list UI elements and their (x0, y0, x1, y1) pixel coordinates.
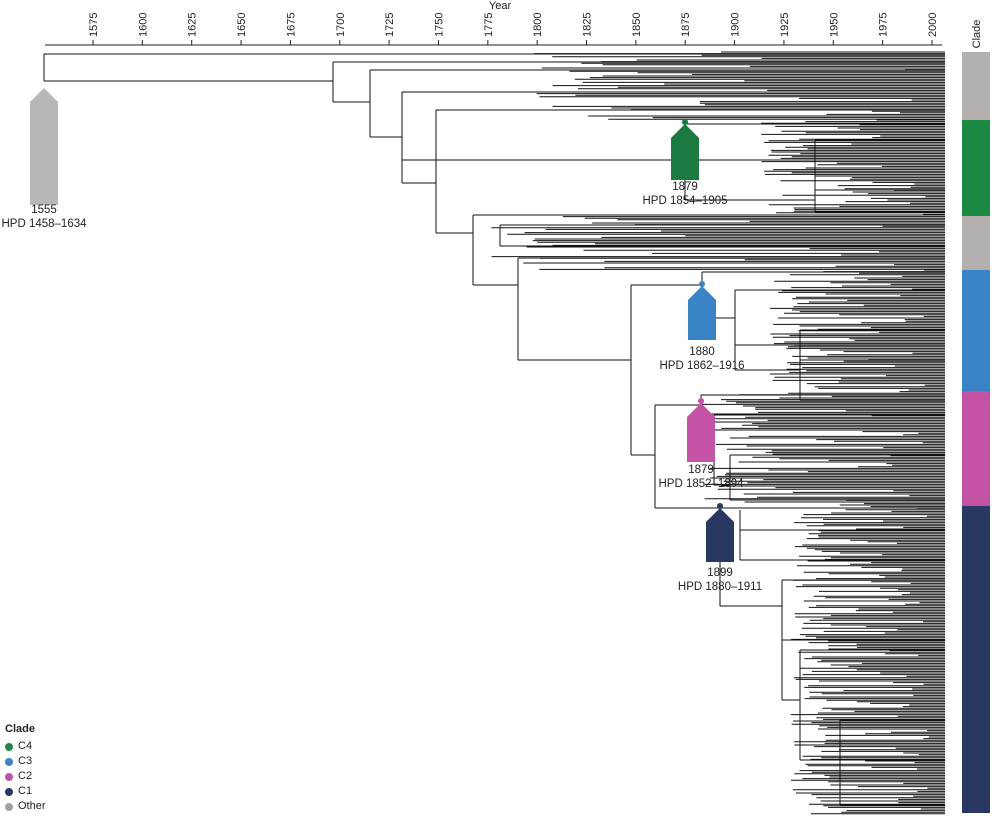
c4-hpd-label: HPD 1854–1905 (642, 195, 727, 207)
axis-tick-label: 1875 (680, 13, 692, 37)
root-branch (43, 53, 945, 102)
axis-tick-label: 2000 (927, 13, 939, 37)
legend-item-c2: C2 (5, 769, 46, 784)
c4-year-label: 1879 (672, 181, 698, 193)
legend-dot-icon (5, 772, 13, 781)
c1-annotation: 1899 HPD 1880–1911 (678, 503, 762, 593)
axis-tick-label: 1725 (384, 13, 396, 37)
clade-bar-segment-c4 (962, 120, 990, 216)
axis-tick-label: 1800 (532, 13, 544, 37)
axis-tick-label: 1650 (236, 13, 248, 37)
axis-tick-label: 1625 (187, 13, 199, 37)
clade-bar-segment-other (962, 216, 990, 270)
c1-hpd-label: HPD 1880–1911 (678, 581, 762, 593)
c2-arrow-marker (687, 403, 715, 462)
axis-tick-label: 1950 (828, 13, 840, 37)
c2-year-label: 1879 (688, 464, 714, 476)
legend-item-other: Other (5, 799, 46, 814)
c3-node-dot (699, 281, 705, 287)
legend-item-c4: C4 (5, 739, 46, 754)
c2-node-dot (698, 398, 704, 404)
clade-bar-segment-c3 (962, 270, 990, 391)
terminal-branches (491, 51, 945, 815)
legend-label: Other (18, 800, 46, 812)
root-year-label: 1555 (31, 204, 57, 216)
clade-legend: Clade C4 C3 C2 C1 Other (5, 722, 46, 814)
c1-year-label: 1899 (707, 567, 733, 579)
axis-title: Year (489, 0, 512, 12)
c1-branches (655, 507, 945, 806)
clade-bar-segment-other (962, 52, 990, 120)
legend-label: C1 (18, 785, 33, 797)
axis-tick-label: 1700 (335, 13, 347, 37)
legend-dot-icon (5, 802, 13, 811)
legend-title: Clade (5, 723, 35, 735)
clade-bar-segment-c2 (962, 391, 990, 506)
legend-item-c1: C1 (5, 784, 46, 799)
c3-annotation: 1880 HPD 1862–1916 (659, 281, 745, 372)
c4-arrow-marker (671, 124, 699, 180)
c2-hpd-label: HPD 1852–1894 (658, 478, 744, 490)
legend-dot-icon (5, 742, 13, 751)
axis-tick-label: 1600 (137, 13, 149, 37)
c4-annotation: 1879 HPD 1854–1905 (642, 119, 728, 207)
legend-dot-icon (5, 757, 13, 766)
c1-arrow-marker (706, 508, 734, 562)
axis-tick-label: 1575 (88, 13, 100, 37)
axis-tick-label: 1925 (779, 13, 791, 37)
axis-tick-label: 1900 (730, 13, 742, 37)
root-hpd-label: HPD 1458–1634 (1, 218, 87, 230)
root-annotation: 1555 HPD 1458–1634 (1, 88, 87, 230)
year-axis: 1575 1600 1625 1650 1675 1700 1725 1750 1775 1800… (88, 13, 939, 45)
clade-bar-segment-c1 (962, 506, 990, 813)
c4-node-dot (682, 119, 688, 125)
c2-annotation: 1879 HPD 1852–1894 (658, 398, 744, 490)
axis-tick-label: 1975 (878, 13, 890, 37)
axis-tick-label: 1750 (433, 13, 445, 37)
axis-tick-label: 1775 (483, 13, 495, 37)
c3-arrow-marker (688, 286, 716, 340)
c3-year-label: 1880 (689, 346, 715, 358)
axis-tick-label: 1850 (631, 13, 643, 37)
axis-tick-label: 1675 (285, 13, 297, 37)
clade-bar-title: Clade (971, 20, 983, 49)
clade-color-bar (962, 52, 990, 813)
root-arrow-marker (30, 88, 58, 205)
legend-item-c3: C3 (5, 754, 46, 769)
legend-label: C3 (18, 755, 33, 767)
legend-label: C2 (18, 770, 33, 782)
legend-dot-icon (5, 787, 13, 796)
legend-label: C4 (18, 740, 33, 752)
c1-node-dot (717, 503, 723, 509)
axis-tick-label: 1825 (582, 13, 594, 37)
c3-hpd-label: HPD 1862–1916 (659, 360, 744, 372)
